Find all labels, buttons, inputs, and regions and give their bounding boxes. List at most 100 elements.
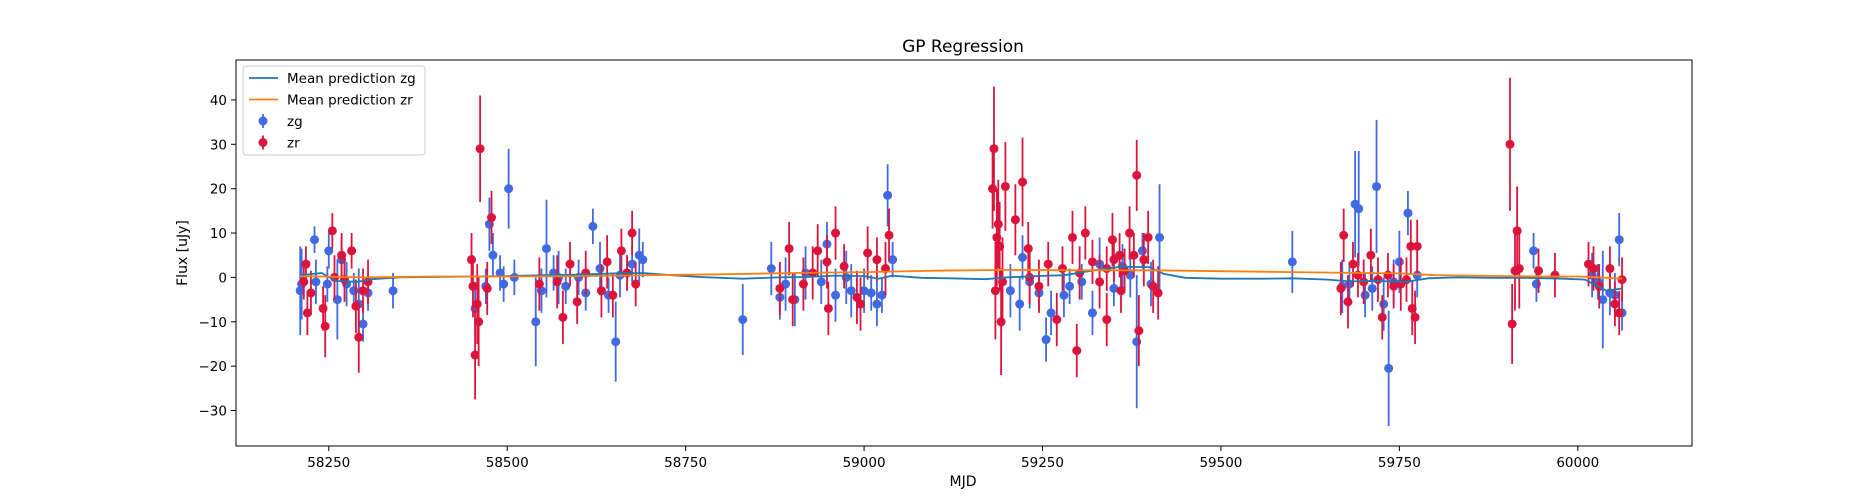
data-point-zg (1132, 337, 1142, 347)
data-point-zg (1137, 246, 1147, 256)
data-point-zr (1107, 235, 1117, 245)
data-point-zr (1512, 226, 1522, 236)
data-point-zg (1372, 181, 1382, 191)
x-tick-label: 59000 (843, 455, 886, 471)
data-point-zr (631, 279, 641, 289)
data-point-zg (1367, 283, 1377, 293)
line-mean-prediction-zg (300, 265, 1623, 292)
data-point-zr (1389, 281, 1399, 291)
data-point-zg (611, 337, 621, 347)
y-tick-label: −30 (199, 404, 228, 420)
data-point-zg (1614, 235, 1624, 245)
data-point-zr (1025, 272, 1035, 282)
data-point-zg (388, 286, 398, 296)
data-point-zg (310, 235, 320, 245)
data-point-zr (1072, 346, 1082, 356)
x-axis-ticks: 58250 58500 58750 59000 59250 59500 59750 60000 (307, 446, 1599, 471)
data-point-zg (831, 290, 841, 300)
data-point-zg (1015, 299, 1025, 309)
data-point-zg (488, 250, 498, 260)
data-point-zr (1018, 177, 1028, 187)
data-point-zr (823, 303, 833, 313)
data-point-zr (990, 286, 1000, 296)
data-point-zr (839, 261, 849, 271)
data-point-zr (1617, 275, 1627, 285)
x-tick-label: 59250 (1021, 455, 1064, 471)
y-tick-label: 10 (210, 226, 227, 242)
data-point-zg (1155, 232, 1165, 242)
data-point-zr (1507, 319, 1517, 329)
data-point-zg (841, 272, 851, 282)
data-point-zr (831, 228, 841, 238)
y-axis-ticks: −30 −20 −10 0 10 20 30 40 (199, 93, 236, 420)
data-point-zr (1134, 326, 1144, 336)
data-point-zr (822, 257, 832, 267)
data-point-zr (989, 144, 999, 154)
data-point-zg (1394, 257, 1404, 267)
data-point-zg (1077, 277, 1087, 287)
data-point-zg (499, 279, 509, 289)
data-point-zr (1000, 181, 1010, 191)
data-point-zg (866, 288, 876, 298)
data-point-zr (1402, 275, 1412, 285)
data-point-zr (1010, 215, 1020, 225)
data-point-zr (1550, 270, 1560, 280)
data-point-zg (1598, 295, 1608, 305)
data-point-zg (1287, 257, 1297, 267)
data-point-zr (1052, 315, 1062, 325)
data-point-zr (1406, 241, 1416, 251)
data-point-zr (302, 308, 312, 318)
chart-title: GP Regression (902, 37, 1024, 57)
data-point-zr (1067, 232, 1077, 242)
data-point-zr (1614, 308, 1624, 318)
data-point-zr (1057, 264, 1067, 274)
data-point-zg (531, 317, 541, 327)
data-point-zr (347, 246, 357, 256)
data-point-zr (467, 255, 477, 265)
data-point-zg (816, 277, 826, 287)
x-tick-label: 58250 (307, 455, 350, 471)
data-point-zr (475, 144, 485, 154)
data-point-zr (1336, 283, 1346, 293)
data-point-zr (482, 283, 492, 293)
data-point-zg (509, 272, 519, 282)
data-point-zr (1383, 270, 1393, 280)
x-tick-label: 58750 (664, 455, 707, 471)
data-point-zr (358, 286, 368, 296)
data-point-zr (863, 248, 873, 258)
data-point-zr (468, 281, 478, 291)
data-point-zr (1129, 250, 1139, 260)
legend-label: Mean prediction zg (287, 71, 416, 87)
data-point-zr (1023, 244, 1033, 254)
data-point-zg (1531, 279, 1541, 289)
series-zr (299, 77, 1627, 400)
data-point-zr (1153, 288, 1163, 298)
data-point-zr (299, 277, 309, 287)
data-point-zr (884, 230, 894, 240)
plot-frame (235, 59, 1693, 447)
data-point-zr (993, 219, 1003, 229)
data-point-zr (565, 259, 575, 269)
data-point-zr (472, 299, 482, 309)
data-point-zg (638, 255, 648, 265)
data-point-zr (1514, 264, 1524, 274)
data-point-zr (856, 299, 866, 309)
data-point-zr (996, 317, 1006, 327)
data-point-zr (616, 246, 626, 256)
data-point-zr (798, 279, 808, 289)
data-point-zr (1116, 286, 1126, 296)
legend: Mean prediction zg Mean prediction zr zg zr (242, 65, 426, 156)
data-point-zr (596, 286, 606, 296)
data-point-zr (558, 312, 568, 322)
data-point-zg (883, 190, 893, 200)
line-mean-prediction-zr (300, 268, 1623, 280)
x-tick-label: 59500 (1199, 455, 1242, 471)
data-point-zr (998, 277, 1008, 287)
data-point-zr (1109, 255, 1119, 265)
x-tick-label: 60000 (1556, 455, 1599, 471)
data-point-zr (627, 228, 637, 238)
data-point-zr (320, 321, 330, 331)
x-axis-label: MJD (950, 474, 977, 490)
data-point-zg (859, 286, 869, 296)
data-point-zg (324, 246, 334, 256)
